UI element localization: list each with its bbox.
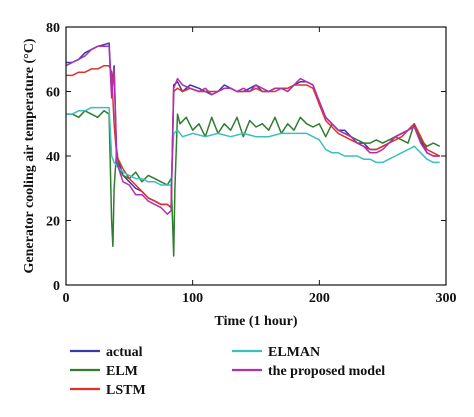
ticks-layer: 0 100 200 300 0 20 40 60 80 bbox=[46, 21, 457, 306]
y-tick-label: 20 bbox=[46, 215, 60, 230]
y-tick-label: 80 bbox=[46, 21, 60, 36]
x-tick-label: 300 bbox=[436, 291, 457, 306]
legend-label: LSTM bbox=[106, 383, 146, 398]
legend-label: ELMAN bbox=[268, 345, 320, 360]
x-tick-label: 0 bbox=[63, 291, 70, 306]
series-layer bbox=[65, 42, 441, 257]
series-line-3 bbox=[66, 64, 441, 209]
x-axis-title: Time (1 hour) bbox=[215, 314, 298, 329]
x-tick-label: 200 bbox=[309, 291, 330, 306]
y-axis-title: Generator cooling air temperature (°C) bbox=[22, 38, 37, 273]
x-tick-label: 100 bbox=[182, 291, 203, 306]
legend: actual ELM LSTM ELMAN the proposed model bbox=[70, 345, 385, 398]
y-tick-label: 60 bbox=[46, 86, 60, 101]
legend-label: ELM bbox=[106, 364, 138, 379]
plot-frame bbox=[65, 26, 447, 286]
y-tick-label: 0 bbox=[53, 279, 60, 294]
legend-label: actual bbox=[106, 345, 143, 360]
series-line-1 bbox=[66, 42, 440, 209]
series-line-4 bbox=[66, 106, 440, 186]
series-line-5 bbox=[65, 45, 440, 215]
y-tick-label: 40 bbox=[46, 150, 60, 165]
series-line-2 bbox=[66, 110, 441, 257]
legend-label: the proposed model bbox=[268, 364, 385, 379]
